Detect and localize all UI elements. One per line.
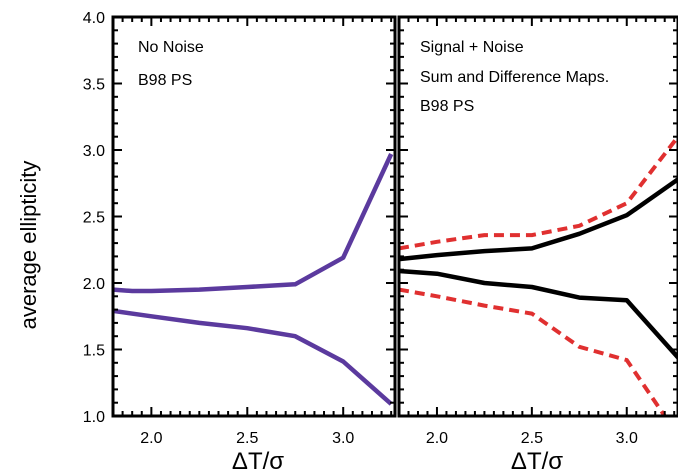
y-tick-label: 2.5 [83,210,105,227]
left-panel: 2.0 2.5 3.0 1.0 1.5 2.0 2.5 3.0 3.5 4.0 No Noise B9… [83,10,397,447]
series-line-1 [113,308,393,406]
x-axis-label-left: ΔT/σ [232,448,284,473]
series-line-3 [399,287,667,416]
annotation-text: No Noise [138,39,204,56]
y-tick-label: 2.0 [83,276,105,293]
y-axis-label: average ellipticity [16,161,41,330]
annotation-text: Sum and Difference Maps. [420,69,609,86]
annotation-text: B98 PS [138,72,192,89]
x-tick-label: 2.5 [236,430,258,447]
x-tick-label: 3.0 [332,430,354,447]
right-panel: 2.0 2.5 3.0 Signal + Noise Sum and Differenc… [397,15,678,447]
annotation-text: B98 PS [420,98,474,115]
x-tick-label: 2.0 [140,430,162,447]
x-tick-label: 2.5 [521,430,543,447]
x-tick-label: 2.0 [426,430,448,447]
series-line-2 [399,268,678,360]
y-tick-label: 3.5 [83,77,105,94]
y-tick-label: 3.0 [83,143,105,160]
series-line-0 [399,135,678,251]
x-axis-label-right: ΔT/σ [511,448,563,473]
y-tick-label: 1.0 [83,409,105,426]
x-tick-label: 3.0 [616,430,638,447]
y-tick-label: 4.0 [83,10,105,27]
annotation-text: Signal + Noise [420,39,524,56]
series-line-1 [399,177,678,262]
y-tick-label: 1.5 [83,343,105,360]
series-line-0 [113,153,394,294]
